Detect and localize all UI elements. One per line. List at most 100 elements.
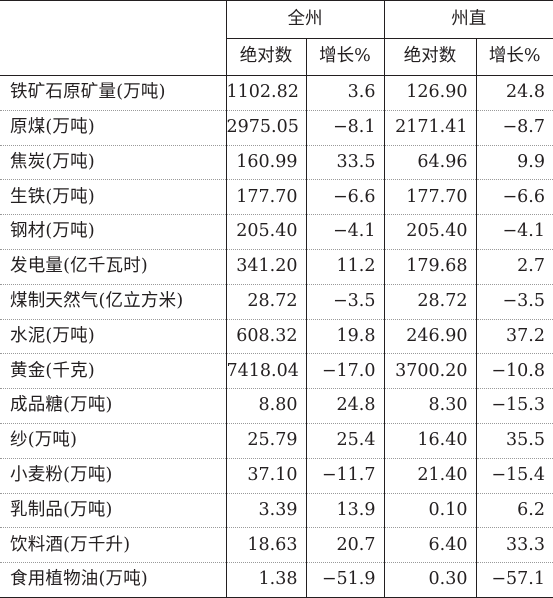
table-row: 小麦粉(万吨) 37.10 −11.7 21.40 −15.4 xyxy=(0,458,553,494)
row-all-growth: 33.5 xyxy=(305,145,384,181)
row-all-abs: 28.72 xyxy=(225,284,306,320)
table-header: 全州 州直 绝对数 增长% 绝对数 增长% xyxy=(0,0,553,76)
header-group-all: 全州 xyxy=(225,0,384,39)
row-all-abs: 205.40 xyxy=(225,214,306,250)
row-all-growth: −6.6 xyxy=(305,179,384,216)
row-direct-abs: 16.40 xyxy=(383,423,476,459)
row-direct-growth: 33.3 xyxy=(475,527,553,564)
header-row-subcolumns: 绝对数 增长% 绝对数 增长% xyxy=(0,38,553,76)
row-item-label: 乳制品(万吨) xyxy=(0,493,226,529)
table-row: 成品糖(万吨) 8.80 24.8 8.30 −15.3 xyxy=(0,388,553,424)
row-item-label: 饮料酒(万千升) xyxy=(0,527,226,564)
row-direct-growth: 37.2 xyxy=(475,319,553,355)
row-direct-abs: 0.30 xyxy=(383,562,476,598)
row-direct-abs: 21.40 xyxy=(383,458,476,494)
row-all-abs: 25.79 xyxy=(225,423,306,459)
table-body: 铁矿石原矿量(万吨) 1102.82 3.6 126.90 24.8 原煤(万吨) 2975… xyxy=(0,75,553,598)
row-direct-growth: −15.3 xyxy=(475,388,553,424)
row-item-label: 生铁(万吨) xyxy=(0,179,226,216)
row-all-growth: −3.5 xyxy=(305,284,384,320)
row-direct-growth: 9.9 xyxy=(475,145,553,181)
row-direct-abs: 0.10 xyxy=(383,493,476,529)
row-direct-growth: −3.5 xyxy=(475,284,553,320)
row-direct-growth: −15.4 xyxy=(475,458,553,494)
row-all-abs: 608.32 xyxy=(225,319,306,355)
header-all-abs: 绝对数 xyxy=(225,38,306,76)
header-blank-cell xyxy=(0,0,226,39)
row-direct-abs: 2171.41 xyxy=(383,110,476,146)
row-item-label: 焦炭(万吨) xyxy=(0,145,226,181)
row-direct-abs: 64.96 xyxy=(383,145,476,181)
header-all-growth: 增长% xyxy=(305,38,384,76)
row-all-abs: 18.63 xyxy=(225,527,306,564)
header-direct-abs: 绝对数 xyxy=(383,38,476,76)
row-all-growth: −4.1 xyxy=(305,214,384,250)
header-blank-cell xyxy=(0,39,226,76)
header-group-direct: 州直 xyxy=(383,0,553,39)
row-all-growth: −51.9 xyxy=(305,562,384,598)
row-all-growth: −17.0 xyxy=(305,353,384,390)
row-item-label: 煤制天然气(亿立方米) xyxy=(0,284,226,320)
row-all-growth: 13.9 xyxy=(305,493,384,529)
row-direct-growth: 6.2 xyxy=(475,493,553,529)
row-all-abs: 341.20 xyxy=(225,249,306,285)
row-direct-abs: 177.70 xyxy=(383,179,476,216)
table-row: 纱(万吨) 25.79 25.4 16.40 35.5 xyxy=(0,423,553,459)
row-direct-growth: 24.8 xyxy=(475,75,553,111)
row-all-growth: 24.8 xyxy=(305,388,384,424)
row-all-abs: 3.39 xyxy=(225,493,306,529)
row-direct-growth: −6.6 xyxy=(475,179,553,216)
table-row: 水泥(万吨) 608.32 19.8 246.90 37.2 xyxy=(0,319,553,355)
row-direct-growth: −57.1 xyxy=(475,562,553,598)
row-direct-abs: 3700.20 xyxy=(383,353,476,390)
row-all-abs: 8.80 xyxy=(225,388,306,424)
row-item-label: 发电量(亿千瓦时) xyxy=(0,249,226,285)
row-item-label: 黄金(千克) xyxy=(0,353,226,390)
row-direct-growth: −4.1 xyxy=(475,214,553,250)
table-row: 钢材(万吨) 205.40 −4.1 205.40 −4.1 xyxy=(0,214,553,250)
row-direct-growth: −10.8 xyxy=(475,353,553,390)
table-row: 饮料酒(万千升) 18.63 20.7 6.40 33.3 xyxy=(0,527,553,564)
row-all-abs: 160.99 xyxy=(225,145,306,181)
row-all-growth: 25.4 xyxy=(305,423,384,459)
row-direct-abs: 205.40 xyxy=(383,214,476,250)
row-all-growth: −11.7 xyxy=(305,458,384,494)
header-row-groups: 全州 州直 xyxy=(0,0,553,39)
row-all-abs: 1102.82 xyxy=(225,75,306,111)
table-row: 原煤(万吨) 2975.05 −8.1 2171.41 −8.7 xyxy=(0,110,553,146)
row-direct-growth: 2.7 xyxy=(475,249,553,285)
row-all-growth: 19.8 xyxy=(305,319,384,355)
table-row: 生铁(万吨) 177.70 −6.6 177.70 −6.6 xyxy=(0,179,553,216)
row-item-label: 原煤(万吨) xyxy=(0,110,226,146)
table-row: 铁矿石原矿量(万吨) 1102.82 3.6 126.90 24.8 xyxy=(0,75,553,111)
row-all-growth: 11.2 xyxy=(305,249,384,285)
row-all-abs: 2975.05 xyxy=(225,110,306,146)
row-direct-abs: 246.90 xyxy=(383,319,476,355)
row-item-label: 水泥(万吨) xyxy=(0,319,226,355)
header-direct-growth: 增长% xyxy=(475,38,553,76)
row-all-abs: 37.10 xyxy=(225,458,306,494)
row-item-label: 纱(万吨) xyxy=(0,423,226,459)
row-all-abs: 1.38 xyxy=(225,562,306,598)
table-row: 乳制品(万吨) 3.39 13.9 0.10 6.2 xyxy=(0,493,553,529)
row-item-label: 铁矿石原矿量(万吨) xyxy=(0,75,226,111)
row-direct-abs: 28.72 xyxy=(383,284,476,320)
table-row: 食用植物油(万吨) 1.38 −51.9 0.30 −57.1 xyxy=(0,562,553,598)
row-direct-abs: 179.68 xyxy=(383,249,476,285)
table-row: 煤制天然气(亿立方米) 28.72 −3.5 28.72 −3.5 xyxy=(0,284,553,320)
row-all-growth: −8.1 xyxy=(305,110,384,146)
table-row: 焦炭(万吨) 160.99 33.5 64.96 9.9 xyxy=(0,145,553,181)
row-direct-abs: 8.30 xyxy=(383,388,476,424)
table-row: 发电量(亿千瓦时) 341.20 11.2 179.68 2.7 xyxy=(0,249,553,285)
table-row: 黄金(千克) 7418.04 −17.0 3700.20 −10.8 xyxy=(0,353,553,390)
row-item-label: 食用植物油(万吨) xyxy=(0,562,226,598)
row-direct-growth: 35.5 xyxy=(475,423,553,459)
row-item-label: 小麦粉(万吨) xyxy=(0,458,226,494)
row-all-abs: 177.70 xyxy=(225,179,306,216)
row-all-growth: 3.6 xyxy=(305,75,384,111)
row-all-growth: 20.7 xyxy=(305,527,384,564)
row-all-abs: 7418.04 xyxy=(225,353,306,390)
row-item-label: 钢材(万吨) xyxy=(0,214,226,250)
row-item-label: 成品糖(万吨) xyxy=(0,388,226,424)
